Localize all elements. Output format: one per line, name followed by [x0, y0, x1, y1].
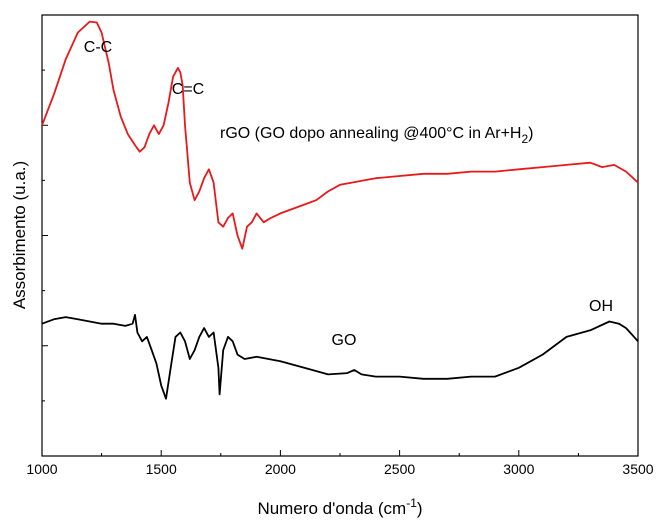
- x-tick-label: 2000: [265, 461, 296, 477]
- annotation-rgo: rGO (GO dopo annealing @400°C in Ar+H2): [220, 125, 533, 146]
- annotation-go: GO: [332, 332, 357, 349]
- x-tick-label: 3500: [622, 461, 653, 477]
- annotation-ceqc: C=C: [172, 81, 204, 98]
- annotation-rgo-close: ): [528, 125, 533, 142]
- annotation-rgo-subscript: 2: [521, 132, 528, 146]
- x-tick-label: 1000: [26, 461, 57, 477]
- series-lines: [41, 20, 639, 400]
- x-tick-label: 3000: [503, 461, 534, 477]
- x-tick-labels: 1000 1500 2000 2500 3000 3500: [26, 461, 653, 477]
- x-axis-title-main: Numero d'onda (cm: [257, 499, 406, 518]
- series-line-rgo: [41, 20, 639, 250]
- x-axis-title-close: ): [417, 499, 423, 518]
- x-tick-label: 1500: [146, 461, 177, 477]
- annotation-cc: C-C: [84, 39, 112, 56]
- x-tick-label: 2500: [384, 461, 415, 477]
- series-line-go: [41, 314, 639, 400]
- x-axis-title-superscript: -1: [406, 496, 417, 510]
- plot-border: [41, 14, 639, 457]
- x-axis-title: Numero d'onda (cm-1): [257, 496, 422, 518]
- axis-ticks: [41, 14, 639, 457]
- annotation-rgo-main: rGO (GO dopo annealing @400°C in Ar+H: [220, 125, 521, 142]
- plot-frame: [41, 14, 639, 457]
- annotation-oh: OH: [589, 298, 613, 315]
- y-axis-title: Assorbimento (u.a.): [10, 161, 29, 309]
